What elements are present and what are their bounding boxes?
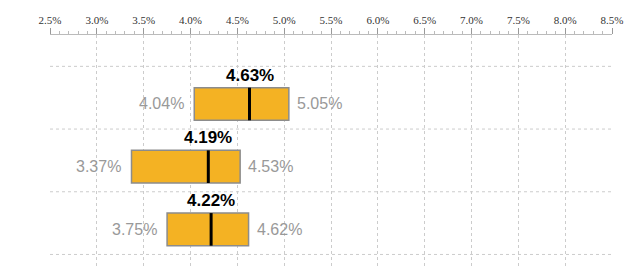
svg-text:2.5%: 2.5% xyxy=(39,14,62,26)
svg-text:4.63%: 4.63% xyxy=(226,66,274,85)
svg-text:5.05%: 5.05% xyxy=(297,95,342,112)
svg-text:4.5%: 4.5% xyxy=(226,14,249,26)
svg-text:3.5%: 3.5% xyxy=(132,14,155,26)
svg-text:6.0%: 6.0% xyxy=(366,14,389,26)
svg-text:5.0%: 5.0% xyxy=(273,14,296,26)
svg-text:7.5%: 7.5% xyxy=(507,14,530,26)
svg-text:3.0%: 3.0% xyxy=(85,14,108,26)
svg-text:4.22%: 4.22% xyxy=(187,191,235,210)
svg-text:7.0%: 7.0% xyxy=(460,14,483,26)
svg-text:8.5%: 8.5% xyxy=(601,14,624,26)
svg-text:4.53%: 4.53% xyxy=(248,158,293,175)
svg-text:4.0%: 4.0% xyxy=(179,14,202,26)
svg-text:3.37%: 3.37% xyxy=(76,158,121,175)
svg-text:4.04%: 4.04% xyxy=(139,95,184,112)
svg-text:4.19%: 4.19% xyxy=(184,128,232,147)
svg-text:4.62%: 4.62% xyxy=(257,221,302,238)
svg-text:6.5%: 6.5% xyxy=(413,14,436,26)
svg-text:3.75%: 3.75% xyxy=(112,221,157,238)
svg-text:8.0%: 8.0% xyxy=(554,14,577,26)
svg-text:5.5%: 5.5% xyxy=(320,14,343,26)
